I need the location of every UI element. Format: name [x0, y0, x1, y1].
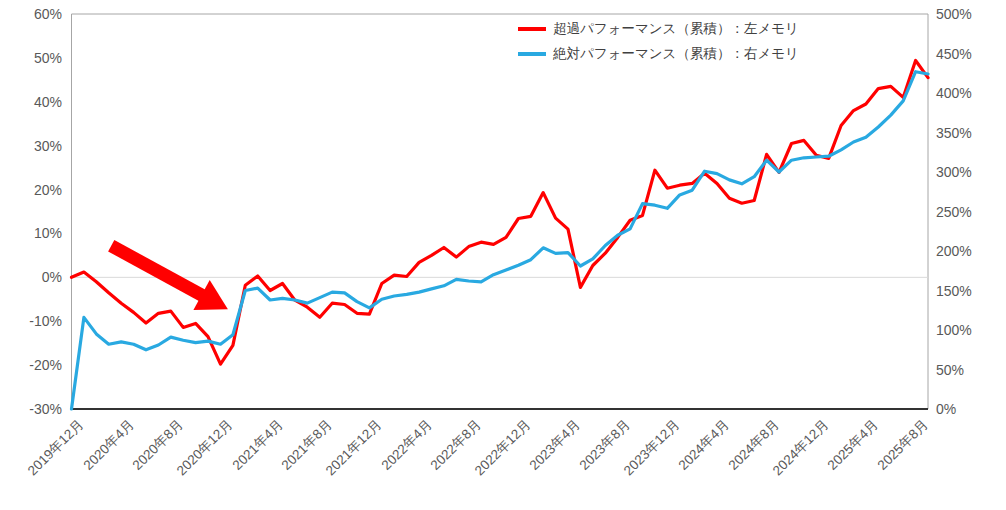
- left-axis-tick-label: 60%: [0, 5, 62, 23]
- legend: 超過パフォーマンス（累積）：左メモリ 絶対パフォーマンス（累積）：右メモリ: [518, 18, 799, 65]
- blue-line-swatch: [518, 52, 546, 56]
- performance-line-chart: 60% 50% 40% 30% 20% 10% 0% -10% -20% -30% 500% 450…: [0, 0, 1006, 510]
- right-axis-tick-label: 100%: [936, 321, 972, 339]
- left-axis-tick-label: 10%: [0, 224, 62, 242]
- left-axis-tick-label: -30%: [0, 400, 62, 418]
- left-axis-tick-label: 30%: [0, 137, 62, 155]
- red-line-swatch: [518, 27, 546, 31]
- annotation-arrow-shaft: [111, 246, 203, 296]
- left-axis-tick-label: 50%: [0, 49, 62, 67]
- right-axis-tick-label: 150%: [936, 282, 972, 300]
- left-axis-tick-label: -20%: [0, 356, 62, 374]
- right-axis-tick-label: 400%: [936, 84, 972, 102]
- left-axis-tick-label: 40%: [0, 93, 62, 111]
- right-axis-tick-label: 0%: [936, 400, 956, 418]
- right-axis-tick-label: 300%: [936, 163, 972, 181]
- red-series-line: [72, 61, 929, 365]
- legend-item-excess: 超過パフォーマンス（累積）：左メモリ: [518, 18, 799, 40]
- legend-label-absolute: 絶対パフォーマンス（累積）：右メモリ: [553, 45, 799, 63]
- left-axis-tick-label: 0%: [0, 268, 62, 286]
- right-axis-tick-label: 450%: [936, 45, 972, 63]
- right-axis-tick-label: 200%: [936, 242, 972, 260]
- legend-label-excess: 超過パフォーマンス（累積）：左メモリ: [553, 20, 799, 38]
- right-axis-tick-label: 50%: [936, 361, 964, 379]
- left-axis-tick-label: 20%: [0, 181, 62, 199]
- right-axis-tick-label: 500%: [936, 5, 972, 23]
- right-axis-tick-label: 250%: [936, 203, 972, 221]
- legend-item-absolute: 絶対パフォーマンス（累積）：右メモリ: [518, 43, 799, 65]
- left-axis-tick-label: -10%: [0, 312, 62, 330]
- right-axis-tick-label: 350%: [936, 124, 972, 142]
